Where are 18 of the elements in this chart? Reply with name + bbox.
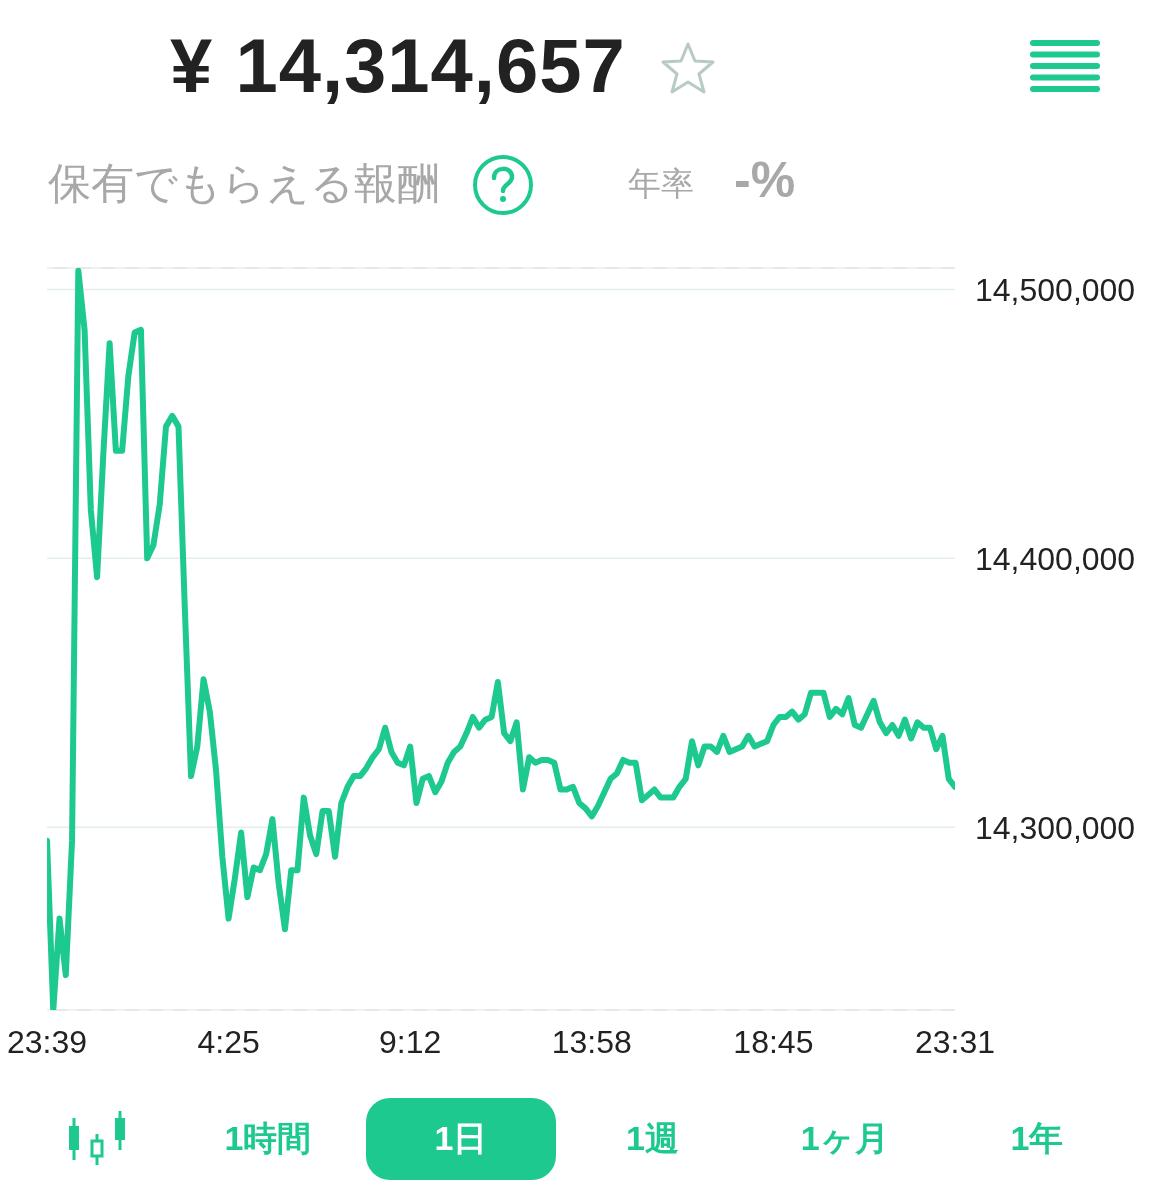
text: -% [734, 152, 796, 208]
chart-subtitle: 保有でもらえる報酬 [48, 158, 440, 208]
x-tick-label: 23:31 [914, 1023, 996, 1060]
x-tick-label: 18:45 [733, 1023, 814, 1060]
text: 年率 [628, 164, 694, 204]
x-tick-label: 13:58 [551, 1023, 632, 1060]
text: 1時間 [224, 1118, 312, 1159]
y-tick-label: 14,300,000 [975, 809, 1136, 846]
x-tick-label: 4:25 [197, 1023, 260, 1060]
text: 1日 [434, 1118, 488, 1159]
y-tick-label: 14,500,000 [975, 271, 1136, 308]
chart-title: ¥ 14,314,657 [170, 23, 626, 108]
x-tick-label: 23:39 [6, 1023, 88, 1060]
y-tick-label: 14,400,000 [975, 540, 1136, 577]
x-tick-label: 9:12 [379, 1023, 442, 1060]
text: 1年 [1010, 1118, 1064, 1159]
text: 1ヶ月 [800, 1118, 889, 1159]
text: 1週 [626, 1118, 679, 1159]
